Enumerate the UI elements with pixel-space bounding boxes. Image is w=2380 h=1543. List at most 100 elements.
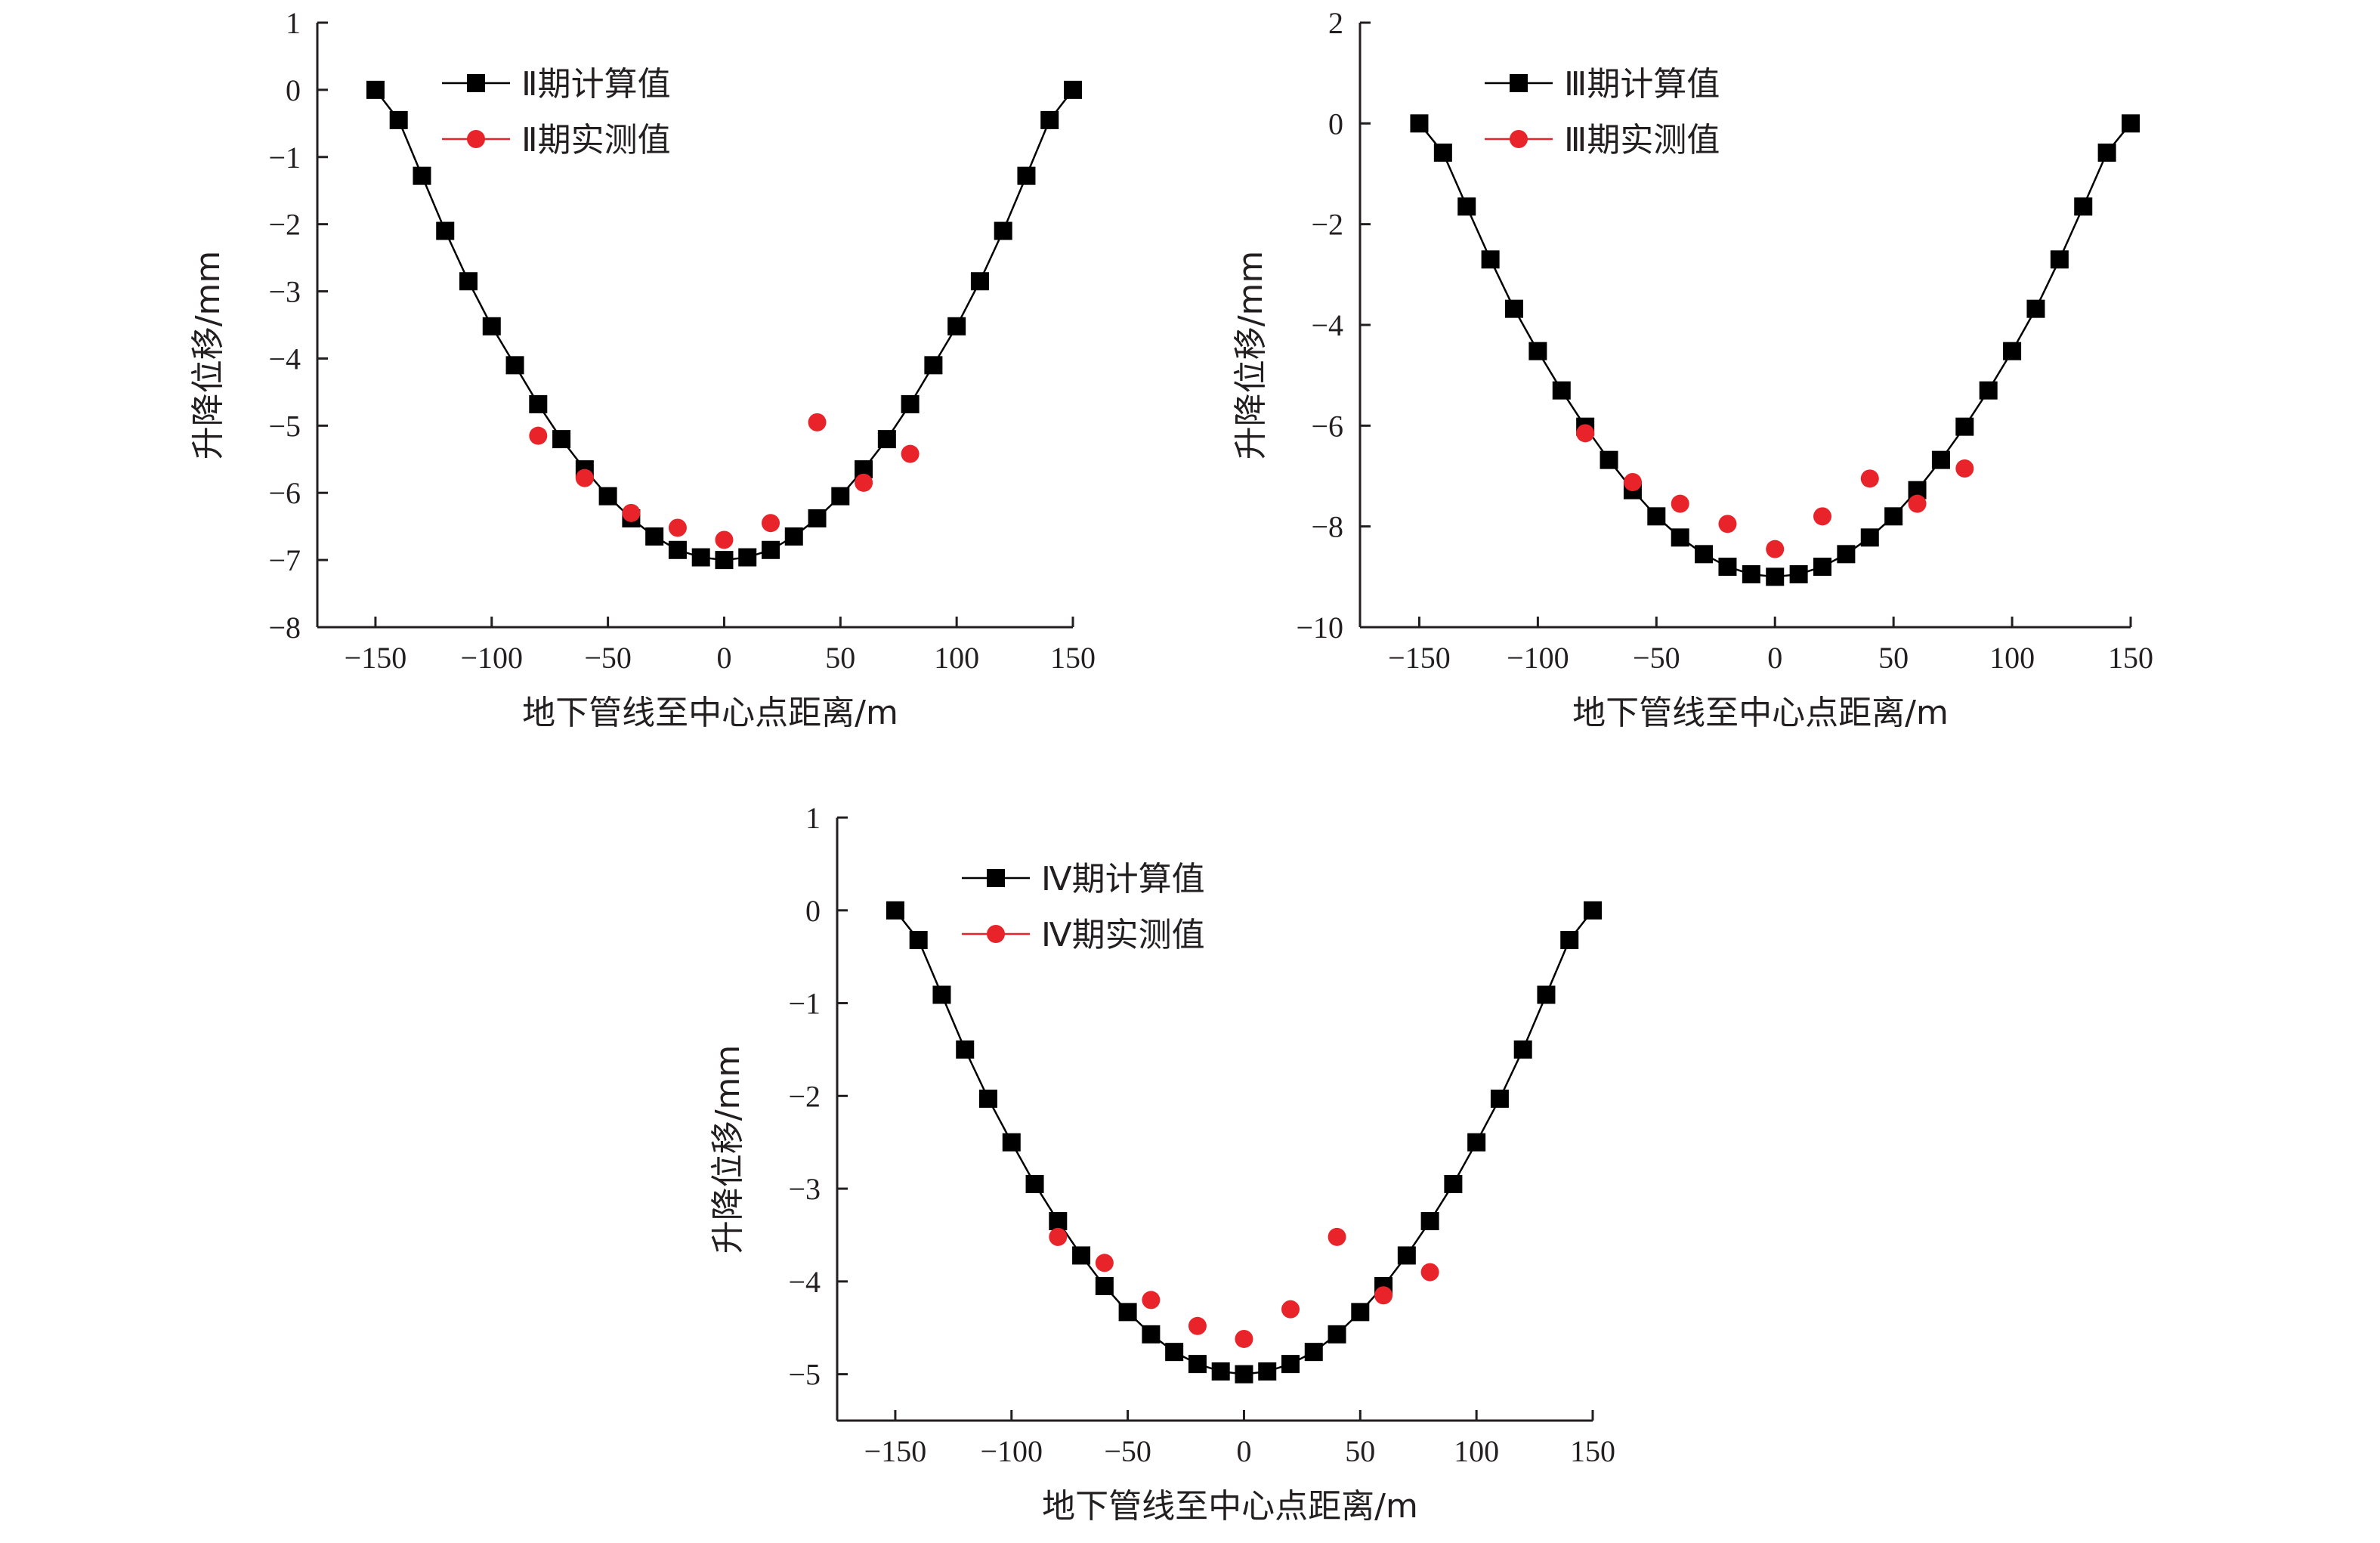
data-point-square [2050, 250, 2069, 269]
y-tick-label: −2 [268, 208, 301, 242]
y-tick-label: −3 [788, 1172, 821, 1206]
x-tick-label: 150 [1570, 1434, 1615, 1468]
y-tick-label: −7 [268, 543, 301, 577]
x-axis-title: 地下管线至中心点距离/m [522, 694, 898, 732]
data-point-dot [855, 473, 873, 492]
x-tick-label: 150 [2108, 641, 2153, 675]
data-point-dot [901, 444, 920, 463]
data-point-square [413, 166, 431, 185]
legend-marker-dot [467, 130, 485, 148]
x-tick-label: 50 [825, 641, 855, 675]
x-tick-label: −150 [345, 641, 407, 675]
data-point-dot [1281, 1300, 1300, 1319]
data-point-square [901, 394, 920, 413]
data-point-square [1552, 381, 1571, 400]
x-tick-label: −150 [864, 1434, 927, 1468]
legend-label: Ⅲ期实测值 [1564, 121, 1720, 159]
data-point-dot [1235, 1329, 1253, 1348]
x-tick-label: 50 [1878, 641, 1909, 675]
data-point-dot [1188, 1316, 1207, 1335]
data-point-dot [1955, 459, 1974, 478]
data-point-square [1002, 1133, 1021, 1152]
legend-marker-dot [987, 925, 1005, 943]
data-point-dot [1908, 494, 1927, 513]
data-point-square [1742, 565, 1760, 583]
legend-entry: Ⅱ期计算值 [442, 65, 671, 104]
data-point-square [1397, 1246, 1416, 1265]
legend-entry: Ⅲ期实测值 [1485, 121, 1720, 159]
data-point-dot [1813, 507, 1831, 526]
data-point-square [1467, 1133, 1486, 1152]
x-axis-title: 地下管线至中心点距离/m [1042, 1487, 1418, 1526]
y-tick-label: 1 [805, 801, 821, 835]
data-point-square [1584, 901, 1602, 920]
legend-marker-square [467, 74, 485, 92]
series-measured [1576, 424, 1974, 558]
x-tick-label: −100 [1507, 641, 1569, 675]
data-point-dot [1095, 1254, 1114, 1272]
series-calculated [1410, 114, 2140, 586]
data-point-square [645, 527, 664, 546]
data-point-square [552, 430, 571, 449]
data-point-square [831, 487, 850, 506]
series-measured [1049, 1227, 1439, 1348]
data-point-dot [1374, 1286, 1393, 1305]
data-point-dot [1576, 424, 1595, 443]
data-point-square [1647, 507, 1666, 526]
y-tick-label: −5 [788, 1358, 821, 1392]
legend-label: Ⅱ期计算值 [521, 65, 671, 104]
data-point-square [1537, 985, 1556, 1004]
data-point-dot [1049, 1227, 1068, 1246]
data-point-square [2026, 299, 2045, 318]
data-point-dot [1860, 469, 1879, 488]
data-point-dot [1328, 1227, 1346, 1246]
data-point-square [482, 317, 501, 336]
data-point-dot [715, 530, 734, 549]
data-point-square [924, 356, 943, 375]
data-point-dot [1142, 1291, 1161, 1310]
series-measured [529, 413, 920, 549]
data-point-square [598, 487, 617, 506]
data-point-square [1025, 1174, 1044, 1193]
data-point-square [1528, 342, 1547, 360]
y-axis-title: 升降位移/mm [189, 251, 227, 460]
data-point-dot [575, 468, 594, 487]
y-tick-label: −10 [1296, 611, 1343, 645]
y-tick-label: −3 [268, 275, 301, 309]
data-point-square [1142, 1325, 1161, 1344]
series-line [894, 909, 1593, 1375]
data-point-square [738, 548, 757, 567]
data-point-square [970, 272, 989, 291]
data-point-square [1457, 197, 1476, 216]
data-point-square [1118, 1303, 1137, 1322]
data-point-square [1351, 1303, 1370, 1322]
x-tick-label: 100 [1989, 641, 2035, 675]
data-point-square [1979, 381, 1998, 400]
data-point-square [459, 272, 478, 291]
legend-label: Ⅳ期计算值 [1041, 860, 1205, 898]
data-point-dot [1623, 473, 1642, 491]
data-point-square [956, 1040, 975, 1059]
data-point-square [436, 221, 455, 240]
x-tick-label: 100 [934, 641, 979, 675]
data-point-square [979, 1089, 997, 1108]
data-point-square [1513, 1040, 1532, 1059]
series-calculated [366, 80, 1082, 570]
chart-panel-3: 1 0 −1 −2 −3 −4 −5 −150 −100 −50 0 50 100 150 地下管线至中心点… [709, 801, 1615, 1526]
data-point-square [784, 527, 803, 546]
data-point-square [1095, 1276, 1114, 1295]
data-point-dot [1766, 540, 1785, 558]
data-point-dot [529, 426, 548, 445]
x-tick-label: −100 [460, 641, 523, 675]
data-point-square [1718, 558, 1737, 576]
data-point-square [1017, 166, 1036, 185]
legend-marker-square [1510, 74, 1528, 92]
data-point-dot [1718, 515, 1737, 533]
y-tick-label: 0 [286, 73, 301, 107]
data-point-square [1671, 528, 1689, 547]
y-tick-label: −8 [1311, 510, 1343, 544]
data-point-square [1444, 1174, 1463, 1193]
y-tick-label: −4 [1311, 308, 1343, 342]
data-point-square [1410, 114, 1429, 133]
data-point-dot [668, 518, 687, 537]
